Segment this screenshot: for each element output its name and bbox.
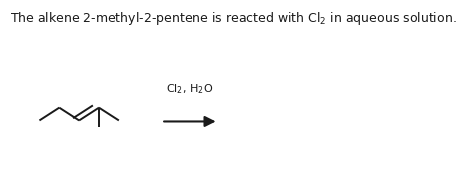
Text: Cl$_2$, H$_2$O: Cl$_2$, H$_2$O — [166, 82, 213, 96]
Text: The alkene 2-methyl-2-pentene is reacted with Cl$_2$ in aqueous solution.: The alkene 2-methyl-2-pentene is reacted… — [10, 10, 457, 27]
